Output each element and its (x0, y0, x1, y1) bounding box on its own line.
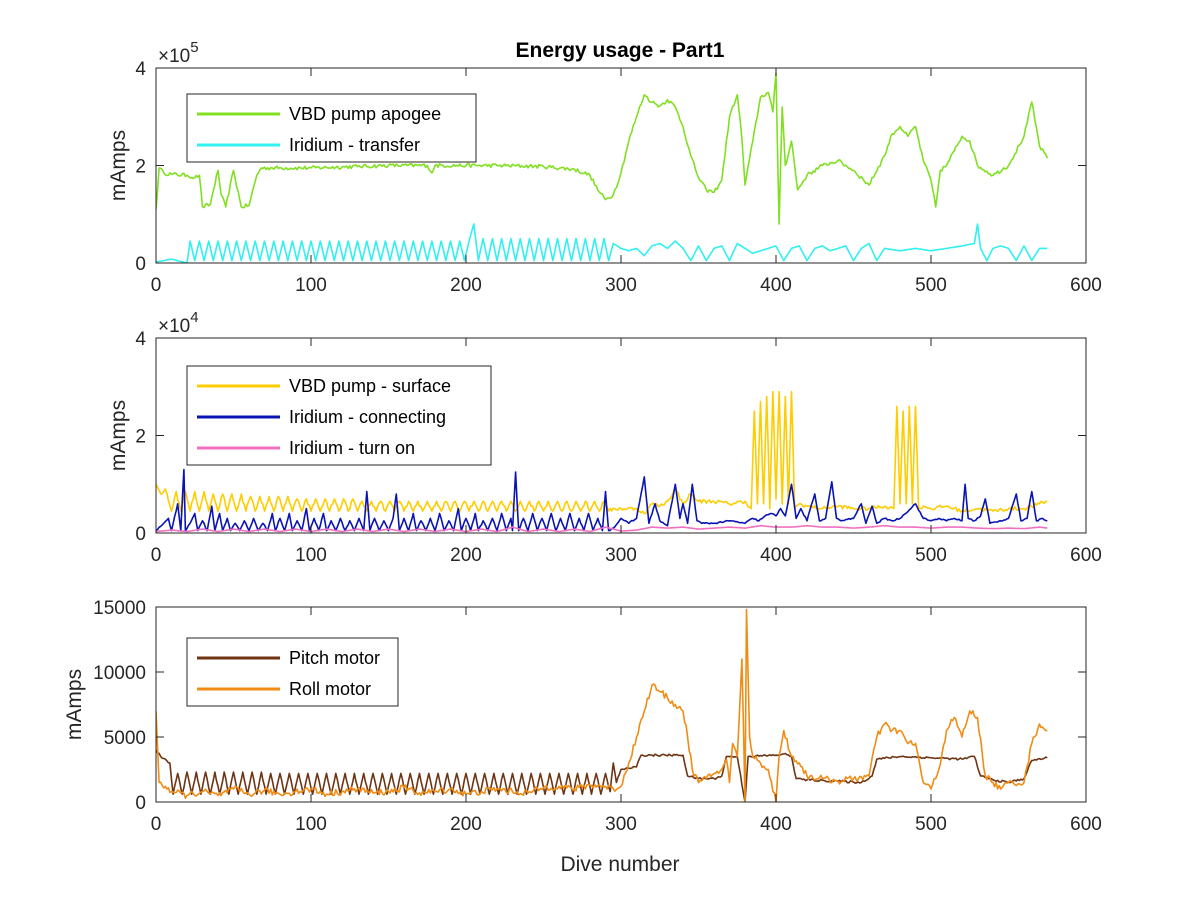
x-tick-label: 600 (1070, 814, 1102, 835)
x-tick-label: 200 (450, 814, 482, 835)
y-tick-label: 0 (135, 254, 146, 275)
series-group (156, 608, 1048, 802)
x-tick-label: 300 (605, 545, 637, 566)
x-tick-label: 400 (760, 275, 792, 296)
x-tick-label: 600 (1070, 545, 1102, 566)
legend-label: Iridium - connecting (289, 407, 446, 427)
series-line-2 (156, 608, 1048, 802)
x-tick-label: 500 (915, 545, 947, 566)
x-tick-label: 0 (151, 275, 162, 296)
series-line-1 (156, 72, 1049, 225)
legend-label: Roll motor (289, 679, 371, 699)
legend: VBD pump apogee Iridium - transfer (186, 93, 477, 163)
legend-label: Pitch motor (289, 648, 380, 668)
y-tick-label: 4 (135, 329, 146, 350)
x-tick-label: 500 (915, 814, 947, 835)
x-tick-label: 0 (151, 814, 162, 835)
y-tick-label: 4 (135, 59, 146, 80)
x-tick-label: 100 (295, 814, 327, 835)
legend-label: Iridium - transfer (289, 135, 420, 155)
legend: Pitch motor Roll motor (186, 637, 399, 707)
y-tick-label: 0 (135, 793, 146, 814)
legend: VBD pump - surface Iridium - connecting Ir… (186, 365, 492, 466)
legend-label: VBD pump apogee (289, 104, 441, 124)
legend-box (186, 637, 399, 707)
x-tick-label: 100 (295, 275, 327, 296)
y-tick-label: 15000 (93, 598, 146, 619)
figure-title: Energy usage - Part1 (516, 39, 725, 62)
x-tick-label: 600 (1070, 275, 1102, 296)
x-tick-label: 200 (450, 545, 482, 566)
subplot-1: 0 100 200 300 400 500 600 0 2 4 ×105 mAmps VBD pump … (107, 39, 1102, 296)
x-tick-label: 400 (760, 545, 792, 566)
x-tick-label: 500 (915, 275, 947, 296)
legend-label: VBD pump - surface (289, 376, 451, 396)
series-group (156, 390, 1048, 533)
y-axis-label: mAmps (107, 400, 130, 471)
y-tick-label: 2 (135, 427, 146, 448)
x-tick-label: 400 (760, 814, 792, 835)
y-tick-label: 5000 (104, 728, 146, 749)
series-group (156, 72, 1049, 263)
x-tick-label: 0 (151, 545, 162, 566)
y-axis-label: mAmps (107, 130, 130, 201)
x-tick-label: 300 (605, 275, 637, 296)
y-tick-label: 0 (135, 524, 146, 545)
x-axis-label: Dive number (560, 853, 679, 876)
y-axis-label: mAmps (63, 669, 86, 740)
series-line-2 (156, 223, 1048, 263)
y-tick-label: 2 (135, 157, 146, 178)
subplot-2: 0 100 200 300 400 500 600 0 2 4 ×104 mAmps VBD pump … (107, 309, 1102, 566)
series-line-3 (156, 524, 1048, 533)
series-line-1 (156, 390, 1048, 515)
y-exponent-label: ×105 (158, 39, 199, 67)
x-tick-label: 300 (605, 814, 637, 835)
y-tick-label: 10000 (93, 663, 146, 684)
x-tick-label: 200 (450, 275, 482, 296)
legend-box (186, 93, 477, 163)
x-tick-label: 100 (295, 545, 327, 566)
y-exponent-label: ×104 (158, 309, 199, 337)
subplot-3: 0 100 200 300 400 500 600 0 5000 10000 15000 mAmps P… (63, 598, 1102, 835)
legend-label: Iridium - turn on (289, 438, 415, 458)
